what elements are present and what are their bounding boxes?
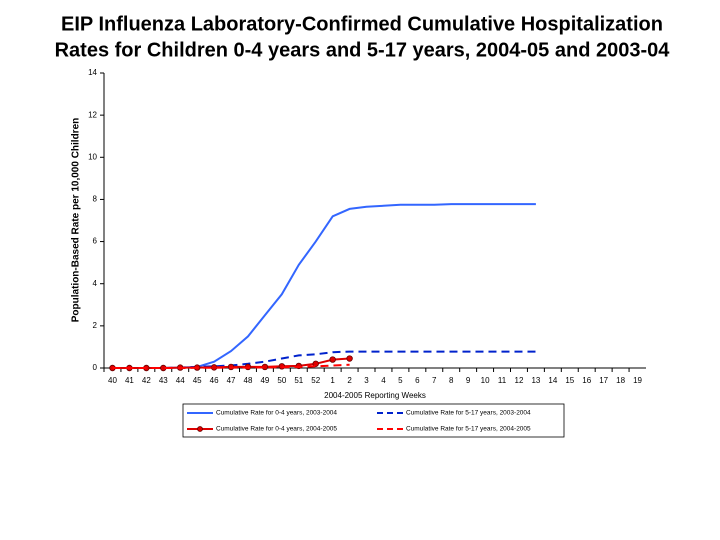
x-tick-label: 51 bbox=[294, 376, 303, 385]
x-tick-label: 49 bbox=[260, 376, 269, 385]
x-tick-label: 7 bbox=[432, 376, 437, 385]
x-tick-label: 48 bbox=[244, 376, 253, 385]
point bbox=[210, 364, 218, 371]
x-tick-label: 4 bbox=[381, 376, 386, 385]
x-tick-label: 43 bbox=[159, 376, 168, 385]
y-tick-label: 14 bbox=[88, 68, 97, 77]
x-tick-label: 50 bbox=[277, 376, 286, 385]
x-tick-label: 45 bbox=[193, 376, 202, 385]
point bbox=[346, 355, 353, 362]
x-axis-label: 2004-2005 Reporting Weeks bbox=[324, 391, 426, 400]
x-tick-label: 10 bbox=[481, 376, 490, 385]
x-tick-label: 18 bbox=[616, 376, 625, 385]
x-tick-label: 16 bbox=[582, 376, 591, 385]
x-tick-label: 15 bbox=[565, 376, 574, 385]
point bbox=[329, 356, 336, 363]
x-tick-label: 2 bbox=[347, 376, 352, 385]
x-tick-label: 42 bbox=[142, 376, 151, 385]
x-tick-label: 19 bbox=[633, 376, 642, 385]
x-tick-label: 41 bbox=[125, 376, 134, 385]
x-tick-label: 47 bbox=[227, 376, 236, 385]
x-tick-label: 5 bbox=[398, 376, 403, 385]
x-tick-label: 12 bbox=[515, 376, 524, 385]
y-tick-label: 2 bbox=[93, 321, 98, 330]
x-tick-label: 8 bbox=[449, 376, 454, 385]
x-tick-label: 11 bbox=[498, 376, 507, 385]
x-tick-label: 1 bbox=[330, 376, 335, 385]
x-tick-label: 9 bbox=[466, 376, 471, 385]
legend-label: Cumulative Rate for 0-4 years, 2004-2005 bbox=[216, 426, 337, 433]
x-tick-label: 17 bbox=[599, 376, 608, 385]
chart-title: Rates for Children 0-4 years and 5-17 ye… bbox=[55, 39, 671, 61]
x-tick-label: 6 bbox=[415, 376, 420, 385]
y-tick-label: 4 bbox=[93, 279, 98, 288]
y-tick-label: 10 bbox=[88, 152, 97, 161]
legend-label: Cumulative Rate for 5-17 years, 2004-200… bbox=[406, 426, 531, 433]
y-axis-label: Population-Based Rate per 10,000 Childre… bbox=[71, 118, 82, 323]
series-line bbox=[112, 363, 350, 369]
x-tick-label: 40 bbox=[108, 376, 117, 385]
x-tick-label: 13 bbox=[531, 376, 540, 385]
legend bbox=[182, 403, 565, 438]
y-tick-label: 8 bbox=[93, 195, 98, 204]
legend-label: Cumulative Rate for 5-17 years, 2003-200… bbox=[406, 410, 531, 417]
legend-label: Cumulative Rate for 0-4 years, 2003-2004 bbox=[216, 410, 337, 417]
x-tick-label: 44 bbox=[176, 376, 185, 385]
chart-title: EIP Influenza Laboratory-Confirmed Cumul… bbox=[61, 13, 663, 35]
y-tick-label: 12 bbox=[88, 110, 97, 119]
point bbox=[312, 360, 319, 367]
x-tick-label: 14 bbox=[548, 376, 557, 385]
legend-marker bbox=[197, 426, 203, 432]
x-tick-label: 46 bbox=[210, 376, 219, 385]
y-tick-label: 6 bbox=[93, 237, 98, 246]
x-tick-label: 3 bbox=[364, 376, 369, 385]
y-tick-label: 0 bbox=[93, 363, 98, 372]
x-tick-label: 52 bbox=[311, 376, 320, 385]
